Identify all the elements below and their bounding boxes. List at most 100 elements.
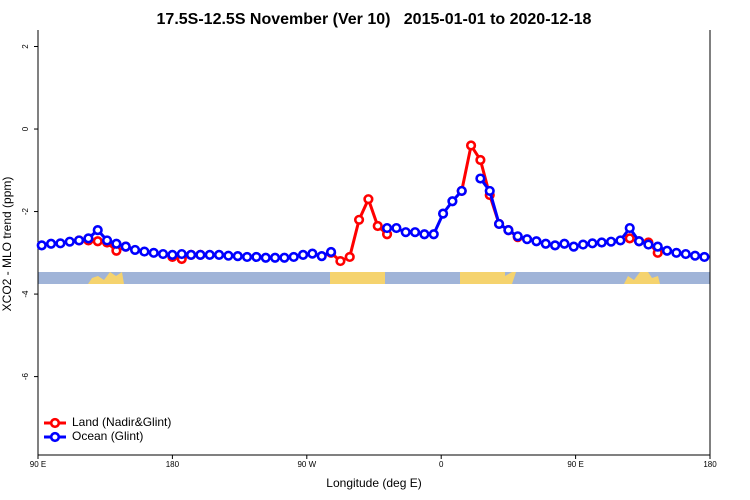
point (549, 240, 561, 251)
point (372, 220, 383, 232)
point (316, 251, 327, 262)
y-tick-label: -2 (21, 207, 30, 215)
point (428, 229, 439, 240)
point (363, 194, 374, 205)
point (232, 251, 243, 262)
y-tick-label: -6 (21, 373, 30, 381)
point (661, 245, 673, 256)
point (596, 237, 607, 248)
legend-marker (49, 417, 61, 429)
point (680, 248, 691, 260)
point (577, 239, 589, 250)
legend-label: Ocean (Glint) (72, 429, 143, 443)
point (643, 239, 654, 250)
point (587, 238, 598, 249)
x-tick-label: 180 (703, 460, 717, 469)
point (120, 241, 131, 252)
point (353, 214, 365, 225)
point (652, 241, 663, 252)
point (73, 235, 85, 246)
legend-marker (49, 431, 61, 443)
x-tick-label: 90 W (297, 460, 316, 469)
point (223, 250, 234, 261)
point (531, 236, 542, 247)
point (148, 247, 159, 258)
point (493, 218, 505, 230)
point (279, 252, 290, 263)
point (335, 255, 346, 267)
point (540, 238, 551, 249)
point (465, 140, 477, 151)
point (475, 173, 486, 184)
point (615, 235, 626, 246)
point (503, 225, 514, 236)
land-mask (38, 272, 710, 284)
land-patch (505, 272, 516, 284)
point (400, 227, 411, 238)
x-tick-label: 0 (439, 460, 444, 469)
point (251, 251, 262, 263)
point (260, 252, 271, 263)
point (391, 222, 402, 234)
point (605, 236, 617, 247)
series (36, 173, 710, 263)
point (381, 222, 393, 234)
point (521, 234, 533, 245)
point (167, 249, 178, 260)
point (699, 251, 710, 263)
point (512, 231, 523, 242)
point (139, 246, 150, 257)
point (241, 251, 253, 263)
point (64, 236, 75, 247)
x-tick-label: 180 (166, 460, 180, 469)
point (456, 185, 467, 197)
point (101, 235, 113, 246)
y-tick-label: -4 (21, 290, 30, 298)
point (447, 196, 458, 207)
point (559, 238, 570, 249)
land-patch (460, 272, 505, 284)
legend-label: Land (Nadir&Glint) (72, 415, 171, 429)
point (689, 250, 701, 261)
legend: Land (Nadir&Glint)Ocean (Glint) (44, 415, 171, 443)
point (92, 236, 103, 247)
point (204, 249, 215, 260)
land-patch (330, 272, 385, 284)
chart-title: 17.5S-12.5S November (Ver 10) 2015-01-01… (157, 11, 592, 28)
x-axis-title: Longitude (deg E) (326, 476, 421, 490)
point (36, 240, 47, 251)
point (568, 241, 579, 252)
point (307, 248, 318, 259)
y-tick-label: 2 (21, 44, 30, 49)
point (344, 251, 355, 263)
point (83, 233, 94, 244)
point (484, 185, 495, 197)
x-tick-label: 90 E (30, 460, 46, 469)
point (176, 248, 187, 260)
point (671, 247, 682, 258)
point (157, 248, 169, 260)
x-tick-label: 90 E (567, 460, 583, 469)
land-patch (624, 272, 660, 284)
point (437, 208, 449, 219)
point (269, 252, 281, 263)
point (92, 225, 103, 236)
point (475, 154, 486, 166)
land-patch (88, 272, 124, 284)
point (195, 249, 206, 260)
point (55, 238, 66, 249)
point (409, 227, 421, 238)
point (288, 251, 299, 263)
point (419, 229, 430, 240)
y-axis-title: XCO2 - MLO trend (ppm) (0, 177, 14, 312)
point (297, 249, 309, 260)
point (185, 249, 197, 260)
point (633, 236, 645, 247)
point (111, 238, 122, 249)
point (624, 222, 635, 234)
point (45, 238, 57, 249)
point (325, 246, 337, 258)
point (213, 249, 225, 260)
